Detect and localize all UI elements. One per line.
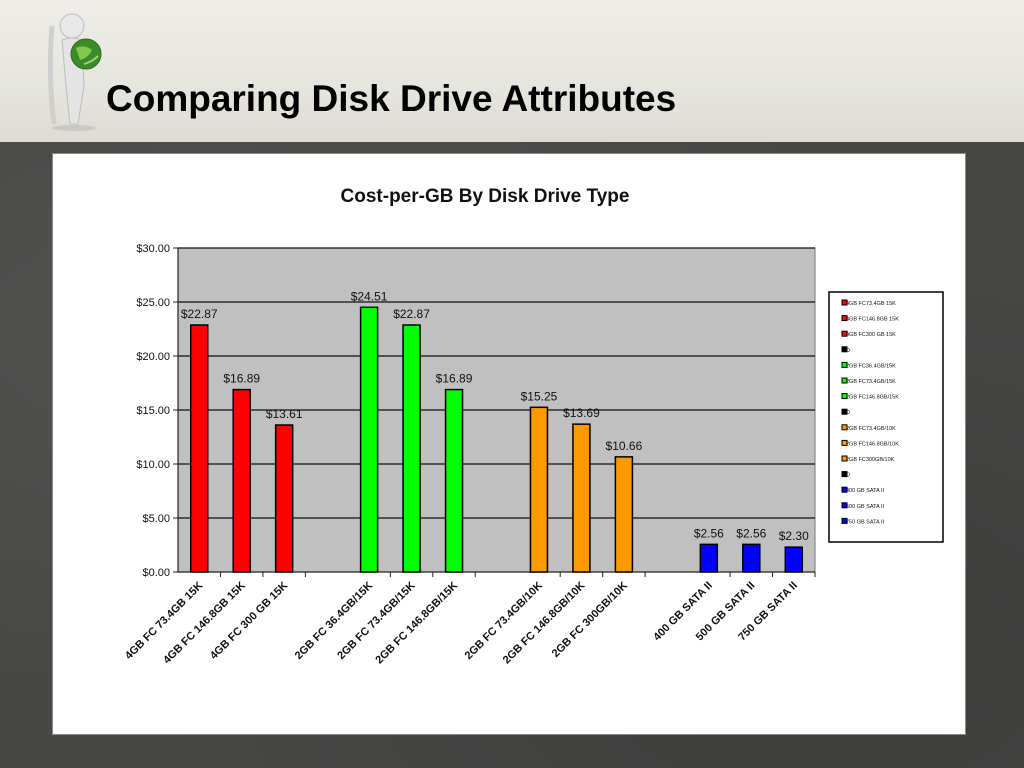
legend-swatch bbox=[841, 299, 848, 306]
y-tick-label: $10.00 bbox=[136, 459, 170, 471]
bar bbox=[232, 388, 251, 573]
x-category-label: 2GB FC 146.8GB/15K bbox=[373, 580, 460, 667]
legend-swatch bbox=[841, 439, 848, 446]
legend-swatch bbox=[841, 377, 848, 384]
legend-label: 2GB FC300GB/10K bbox=[846, 457, 895, 463]
legend-swatch bbox=[841, 517, 848, 524]
bar bbox=[402, 324, 421, 573]
x-category-label: 2GB FC 36.4GB/15K bbox=[293, 580, 375, 662]
x-category-label: 2GB FC 300GB/10K bbox=[550, 580, 630, 660]
data-label: $2.56 bbox=[736, 526, 766, 540]
legend-swatch bbox=[841, 393, 848, 400]
data-label: $13.69 bbox=[563, 406, 600, 420]
bar bbox=[189, 324, 209, 573]
person-holding-globe-icon bbox=[47, 13, 102, 131]
data-label: $2.56 bbox=[694, 526, 724, 540]
bar bbox=[614, 456, 634, 573]
data-label: $16.89 bbox=[436, 372, 473, 386]
legend-label: 2GB FC146.8GB/15K bbox=[846, 395, 899, 401]
legend-swatch bbox=[841, 346, 848, 353]
y-tick-label: $15.00 bbox=[136, 405, 170, 417]
x-category-label: 2GB FC 73.4GB/15K bbox=[335, 580, 417, 662]
data-label: $13.61 bbox=[266, 407, 303, 421]
slide-header bbox=[0, 0, 1024, 144]
x-category-label: 2GB FC 146.8GB/10K bbox=[501, 580, 588, 667]
data-label: $22.87 bbox=[181, 307, 218, 321]
legend-label: D bbox=[846, 410, 850, 416]
bar bbox=[274, 424, 294, 573]
legend-label: 2GB FC73.4GB/15K bbox=[846, 379, 896, 385]
y-tick-label: $5.00 bbox=[142, 513, 170, 525]
data-label: $10.66 bbox=[606, 439, 643, 453]
data-label: $2.30 bbox=[779, 529, 809, 543]
bar bbox=[529, 406, 549, 573]
legend-label: 2GB FC73.4GB/10K bbox=[846, 426, 896, 432]
bar-chart: Cost-per-GB By Disk Drive Type $0.00 $5.0… bbox=[123, 186, 944, 667]
legend-label: 4GB FC146.8GB 15K bbox=[846, 317, 899, 323]
y-tick-label: $25.00 bbox=[136, 297, 170, 309]
y-tick-label: $30.00 bbox=[136, 243, 170, 255]
x-category-label: 4GB FC 73.4GB 15K bbox=[123, 580, 205, 662]
legend-swatch bbox=[841, 424, 848, 431]
data-label: $15.25 bbox=[521, 389, 558, 403]
data-label: $16.89 bbox=[223, 372, 260, 386]
data-label: $22.87 bbox=[393, 307, 430, 321]
legend-swatch bbox=[841, 408, 848, 415]
bar bbox=[784, 546, 804, 573]
legend-swatch bbox=[841, 471, 848, 478]
legend-label: 750 GB SATA II bbox=[846, 519, 884, 525]
legend-label: 4GB FC300 GB 15K bbox=[846, 332, 896, 338]
x-category-label: 4GB FC 146.8GB 15K bbox=[161, 580, 248, 667]
legend-swatch bbox=[841, 330, 848, 337]
bar bbox=[359, 306, 379, 573]
y-tick-label: $0.00 bbox=[142, 567, 170, 579]
legend-label: D bbox=[846, 348, 850, 354]
x-category-label: 4GB FC 300 GB 15K bbox=[208, 580, 290, 662]
legend-swatch bbox=[841, 361, 848, 368]
chart-title: Cost-per-GB By Disk Drive Type bbox=[341, 186, 630, 207]
legend-swatch bbox=[841, 315, 848, 322]
legend-label: D bbox=[846, 473, 850, 479]
bar bbox=[444, 388, 464, 573]
x-category-label: 2GB FC 73.4GB/10K bbox=[463, 580, 545, 662]
slide-title: Comparing Disk Drive Attributes bbox=[106, 78, 677, 119]
legend-label: 500 GB SATA II bbox=[846, 504, 884, 510]
bar bbox=[572, 423, 591, 573]
legend-swatch bbox=[841, 486, 848, 493]
bar bbox=[742, 543, 761, 573]
legend-label: 2GB FC36.4GB/15K bbox=[846, 363, 896, 369]
data-label: $24.51 bbox=[351, 289, 388, 303]
legend-label: 400 GB SATA II bbox=[846, 488, 884, 494]
legend-label: 2GB FC146.8GB/10K bbox=[846, 441, 899, 447]
chart-panel: Cost-per-GB By Disk Drive Type $0.00 $5.0… bbox=[52, 153, 966, 735]
legend-swatch bbox=[841, 455, 848, 462]
legend-label: 4GB FC73.4GB 15K bbox=[846, 301, 896, 307]
legend-box bbox=[828, 291, 944, 543]
bar bbox=[699, 543, 719, 573]
legend-swatch bbox=[841, 502, 848, 509]
y-tick-label: $20.00 bbox=[136, 351, 170, 363]
